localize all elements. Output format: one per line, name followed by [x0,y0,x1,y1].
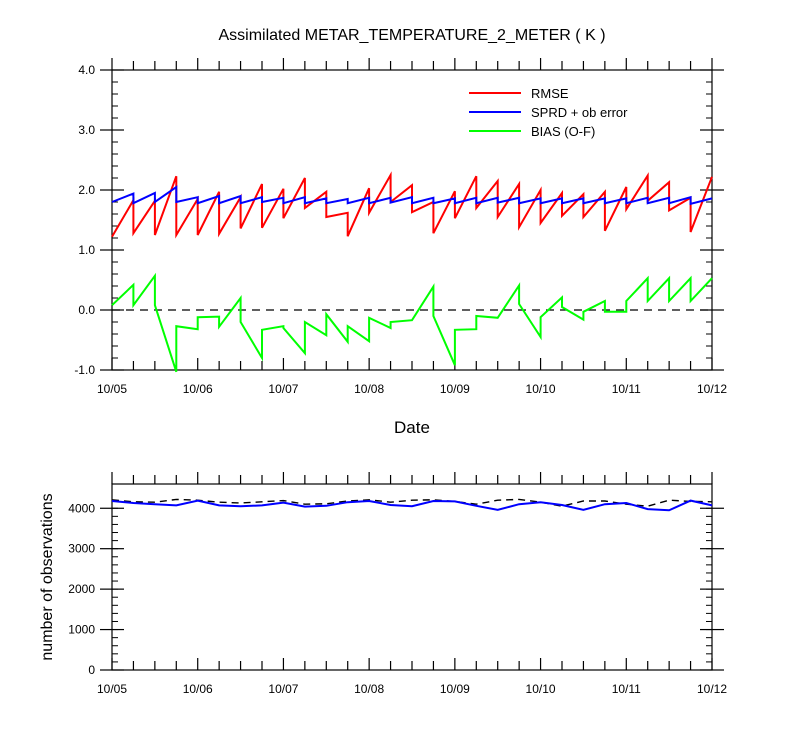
c1-x-tick-label: 10/10 [526,682,556,696]
c1-x-tick-label: 10/06 [183,682,213,696]
c0-x-tick-label: 10/12 [697,382,727,396]
c1-y-tick-label: 4000 [68,501,95,515]
c1-y-tick-label: 1000 [68,623,95,637]
c0-x-tick-label: 10/11 [612,382,641,396]
c0-series-line-1 [111,185,713,206]
c1-series-line-1 [111,499,713,512]
c0-series-line-0 [111,171,713,239]
c0-y-tick-label: 2.0 [78,183,95,197]
bottom-chart: 10/05 10/06 10/07 10/08 10/09 10/10 10/11 10/12… [39,472,727,696]
c1-x-tick-label: 10/05 [97,682,127,696]
c0-x-tick-label: 10/06 [183,382,213,396]
c0-series-line-2 [111,272,713,373]
c0-legend-label-1: SPRD + ob error [531,105,628,120]
c0-y-tick-label: 0.0 [78,303,95,317]
c0-x-tick-label: 10/05 [97,382,127,396]
c1-x-tick-label: 10/12 [697,682,727,696]
c1-x-tick-label: 10/11 [612,682,641,696]
c0-x-tick-label: 10/09 [440,382,470,396]
c1-series-line-0 [111,498,713,507]
c0-legend-label-2: BIAS (O-F) [531,124,595,139]
c1-x-tick-label: 10/08 [354,682,384,696]
c0-y-tick-label: -1.0 [74,363,95,377]
c0-x-axis-label: Date [394,418,430,437]
c1-y-tick-label: 3000 [68,542,95,556]
top-chart: 10/05 10/06 10/07 10/08 10/09 10/10 10/11 10/12… [74,27,727,437]
c1-x-tick-label: 10/07 [268,682,298,696]
c1-y-tick-label: 0 [88,663,95,677]
c1-y-tick-label: 2000 [68,582,95,596]
c0-x-tick-label: 10/10 [526,382,556,396]
c1-x-tick-label: 10/09 [440,682,470,696]
c0-y-tick-label: 4.0 [78,63,95,77]
c0-x-tick-label: 10/07 [268,382,298,396]
c1-y-axis-label: number of observations [39,493,56,660]
c0-legend-label-0: RMSE [531,86,569,101]
c1-plot-frame [111,483,713,671]
c0-y-tick-label: 3.0 [78,123,95,137]
c0-x-tick-label: 10/08 [354,382,384,396]
c0-chart-title: Assimilated METAR_TEMPERATURE_2_METER ( … [218,27,605,44]
c0-y-tick-label: 1.0 [78,243,95,257]
